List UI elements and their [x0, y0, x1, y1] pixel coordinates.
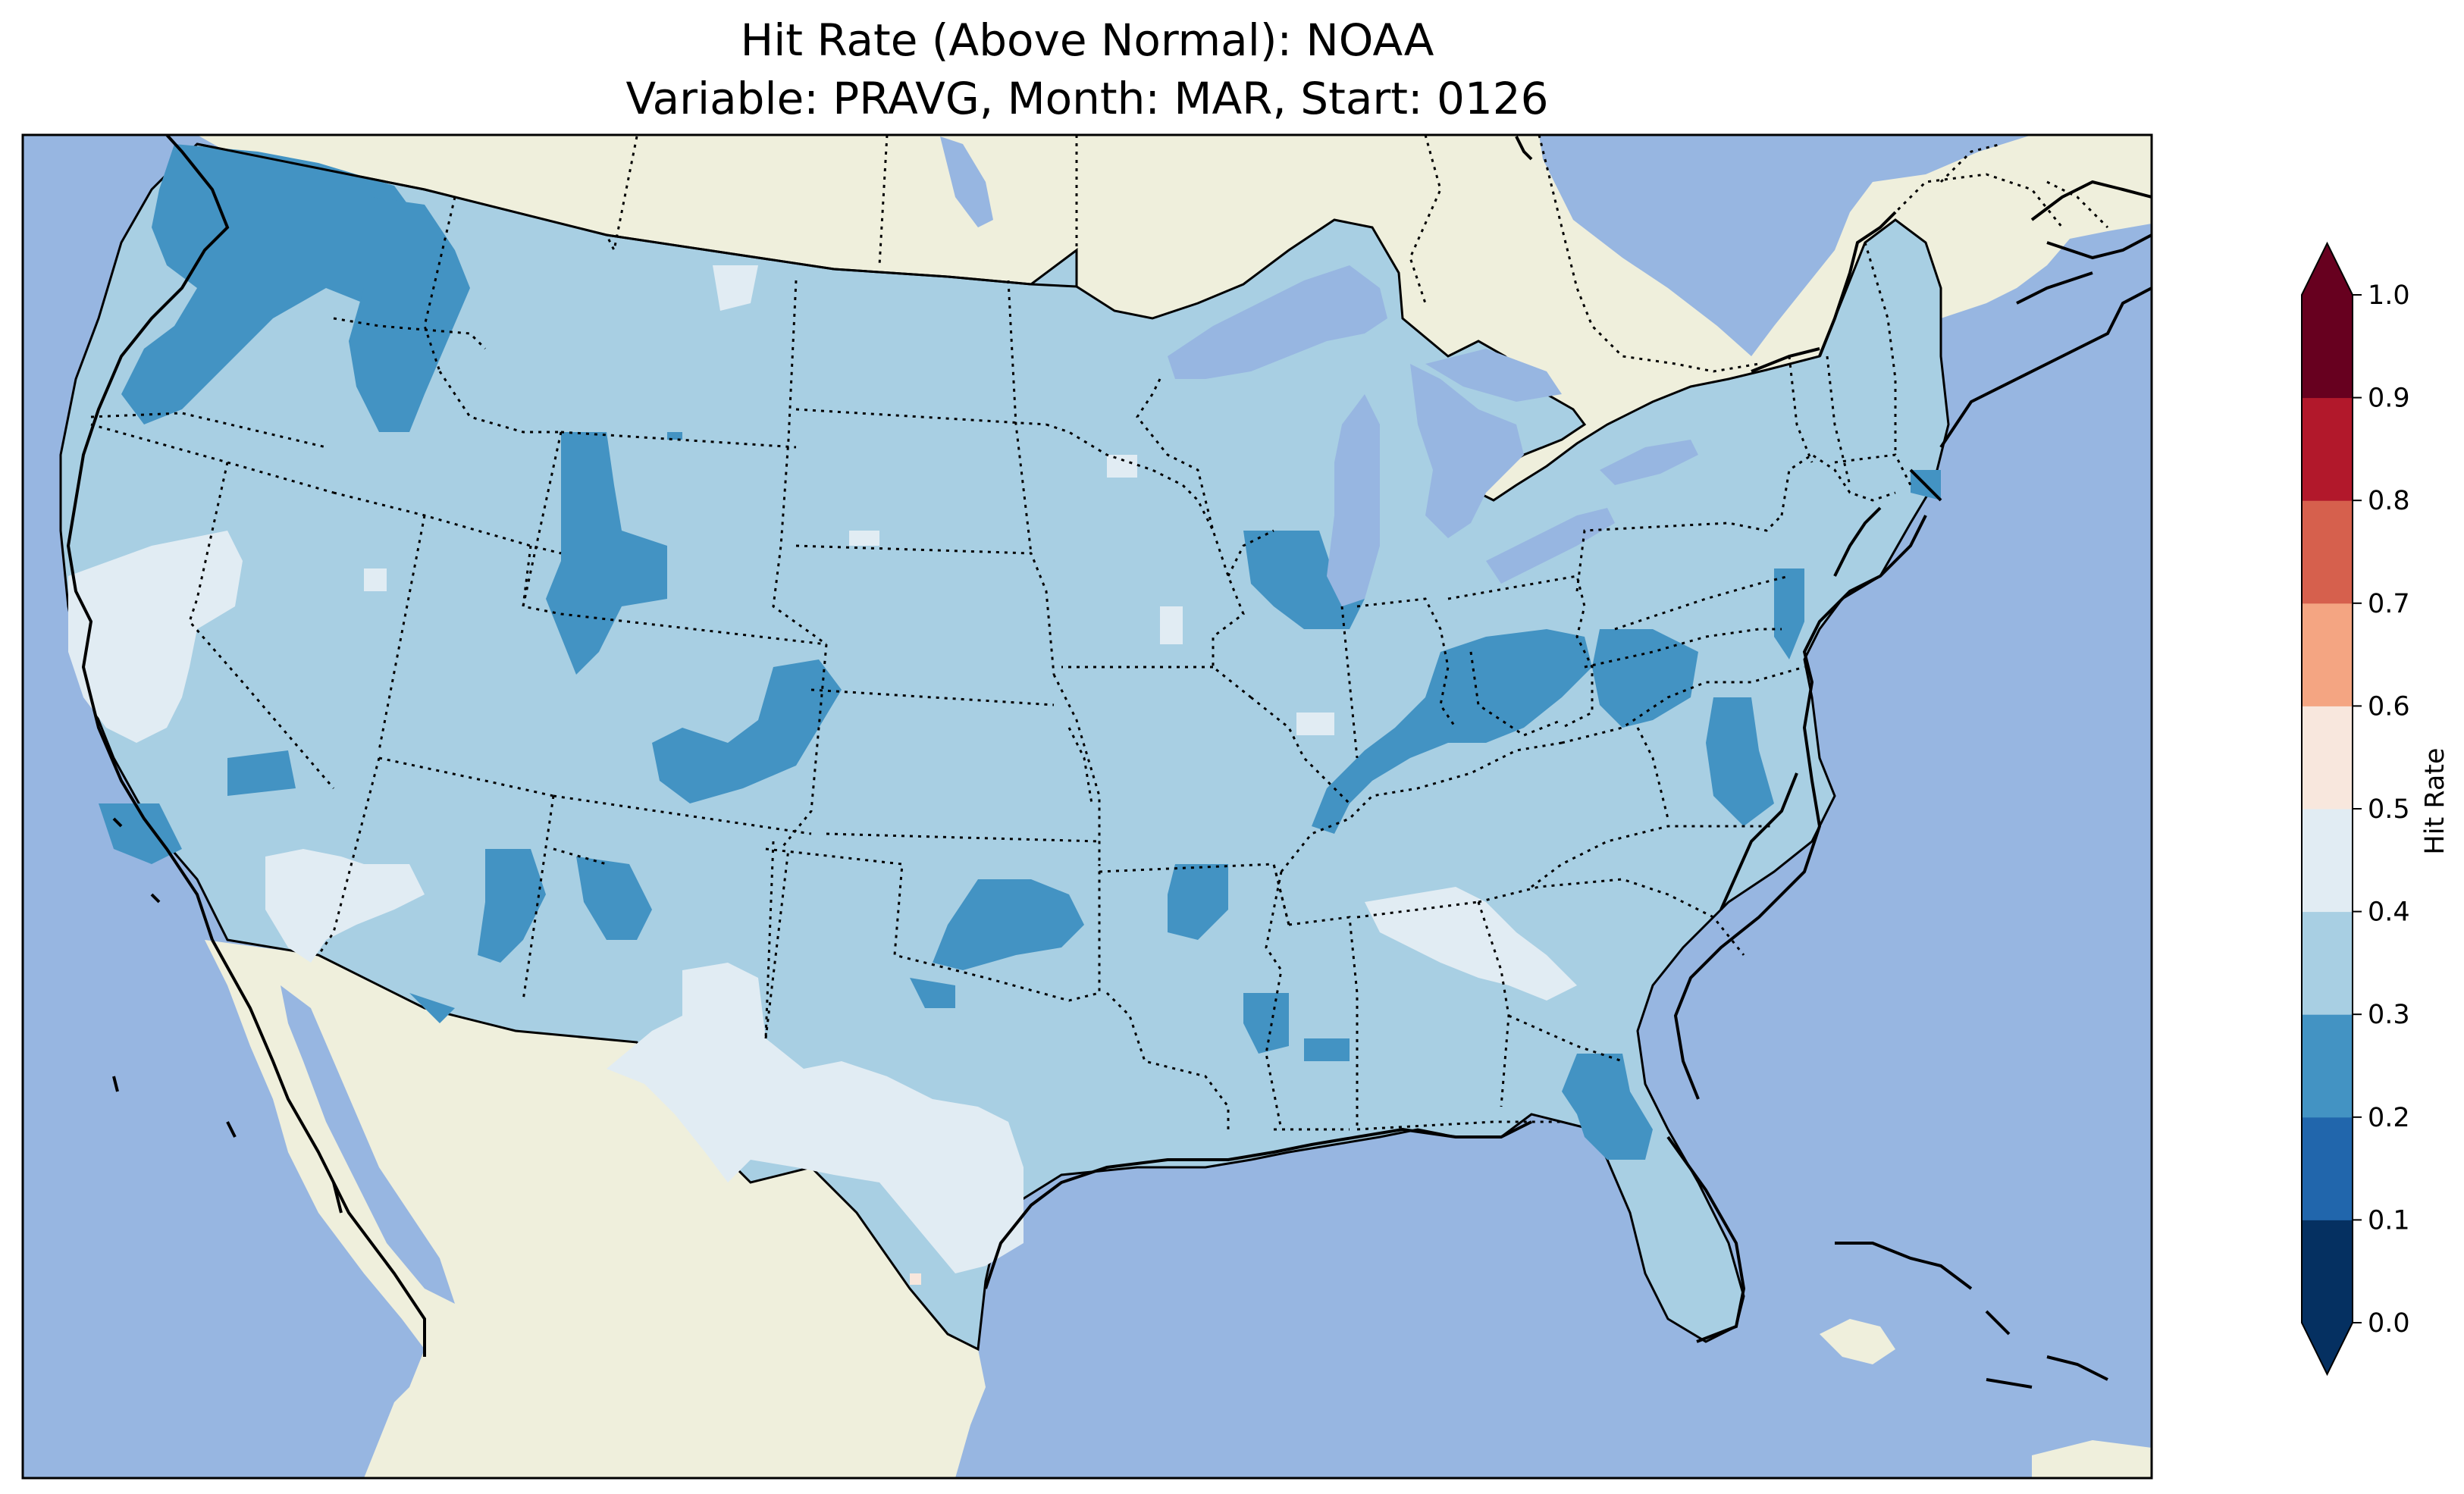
- colorbar-tick-label: 0.3: [2368, 1000, 2410, 1030]
- mexico-land: [205, 940, 986, 1478]
- colorbar-bin-5: [2302, 706, 2353, 810]
- colorbar-bin-7: [2302, 500, 2353, 604]
- colorbar-bin-2: [2302, 1014, 2353, 1118]
- lake-erie: [1486, 508, 1615, 584]
- us-canada-border: [196, 143, 1077, 288]
- lake-winnipeg: [940, 136, 993, 227]
- coastlines: [66, 135, 2152, 1389]
- colorbar-tick-label: 0.8: [2368, 486, 2410, 516]
- lake-superior: [1168, 265, 1387, 379]
- colorbar-bin-4: [2302, 809, 2353, 913]
- colorbar-tick-label: 0.0: [2368, 1308, 2410, 1339]
- colorbar-tick-label: 0.1: [2368, 1205, 2410, 1236]
- colorbar-tick-label: 1.0: [2368, 280, 2410, 311]
- map-frame: [21, 133, 2153, 1480]
- colorbar-tick-label: 0.7: [2368, 589, 2410, 619]
- colorbar-bin-8: [2302, 397, 2353, 501]
- cuba-land: [1820, 1319, 1895, 1364]
- colorbar-tick-label: 0.5: [2368, 794, 2410, 825]
- colorbar-extend-max: [2302, 243, 2353, 295]
- lake-huron: [1410, 364, 1524, 538]
- lake-ontario: [1600, 440, 1698, 485]
- lake-michigan: [1327, 394, 1380, 606]
- gulf-of-california: [281, 985, 455, 1304]
- colorbar-bin-6: [2302, 603, 2353, 706]
- hitrate-0.5-0.6-regions: [910, 1273, 921, 1285]
- canada-land: [197, 135, 2152, 500]
- colorbar-bin-3: [2302, 911, 2353, 1015]
- colorbar-bin-0: [2302, 1220, 2353, 1323]
- colorbar-bin-1: [2302, 1117, 2353, 1220]
- map-area: [23, 135, 2152, 1478]
- colorbar-bin-9: [2302, 295, 2353, 399]
- hitrate-0.4-0.5-regions: [68, 265, 1577, 1273]
- colorbar-label: Hit Rate: [2420, 747, 2450, 854]
- map-subtitle: Variable: PRAVG, Month: MAR, Start: 0126: [625, 73, 1548, 124]
- colorbar-tick-label: 0.6: [2368, 691, 2410, 722]
- state-borders: [90, 135, 2109, 1131]
- colorbar-tick-label: 0.2: [2368, 1103, 2410, 1133]
- map-title: Hit Rate (Above Normal): NOAA: [741, 14, 1434, 66]
- colorbar: 0.0 0.1 0.2 0.3 0.4 0.5 0.6 0.7 0.8 0.9 1.0: [2301, 241, 2410, 1377]
- colorbar-extend-min: [2302, 1323, 2353, 1374]
- colorbar-tick-label: 0.9: [2368, 384, 2410, 414]
- bottom-right-land: [2032, 1440, 2152, 1478]
- hitrate-0.2-0.3-regions: [99, 144, 1941, 1160]
- great-lakes: [940, 136, 1698, 606]
- colorbar-tick-label: 0.4: [2368, 897, 2410, 928]
